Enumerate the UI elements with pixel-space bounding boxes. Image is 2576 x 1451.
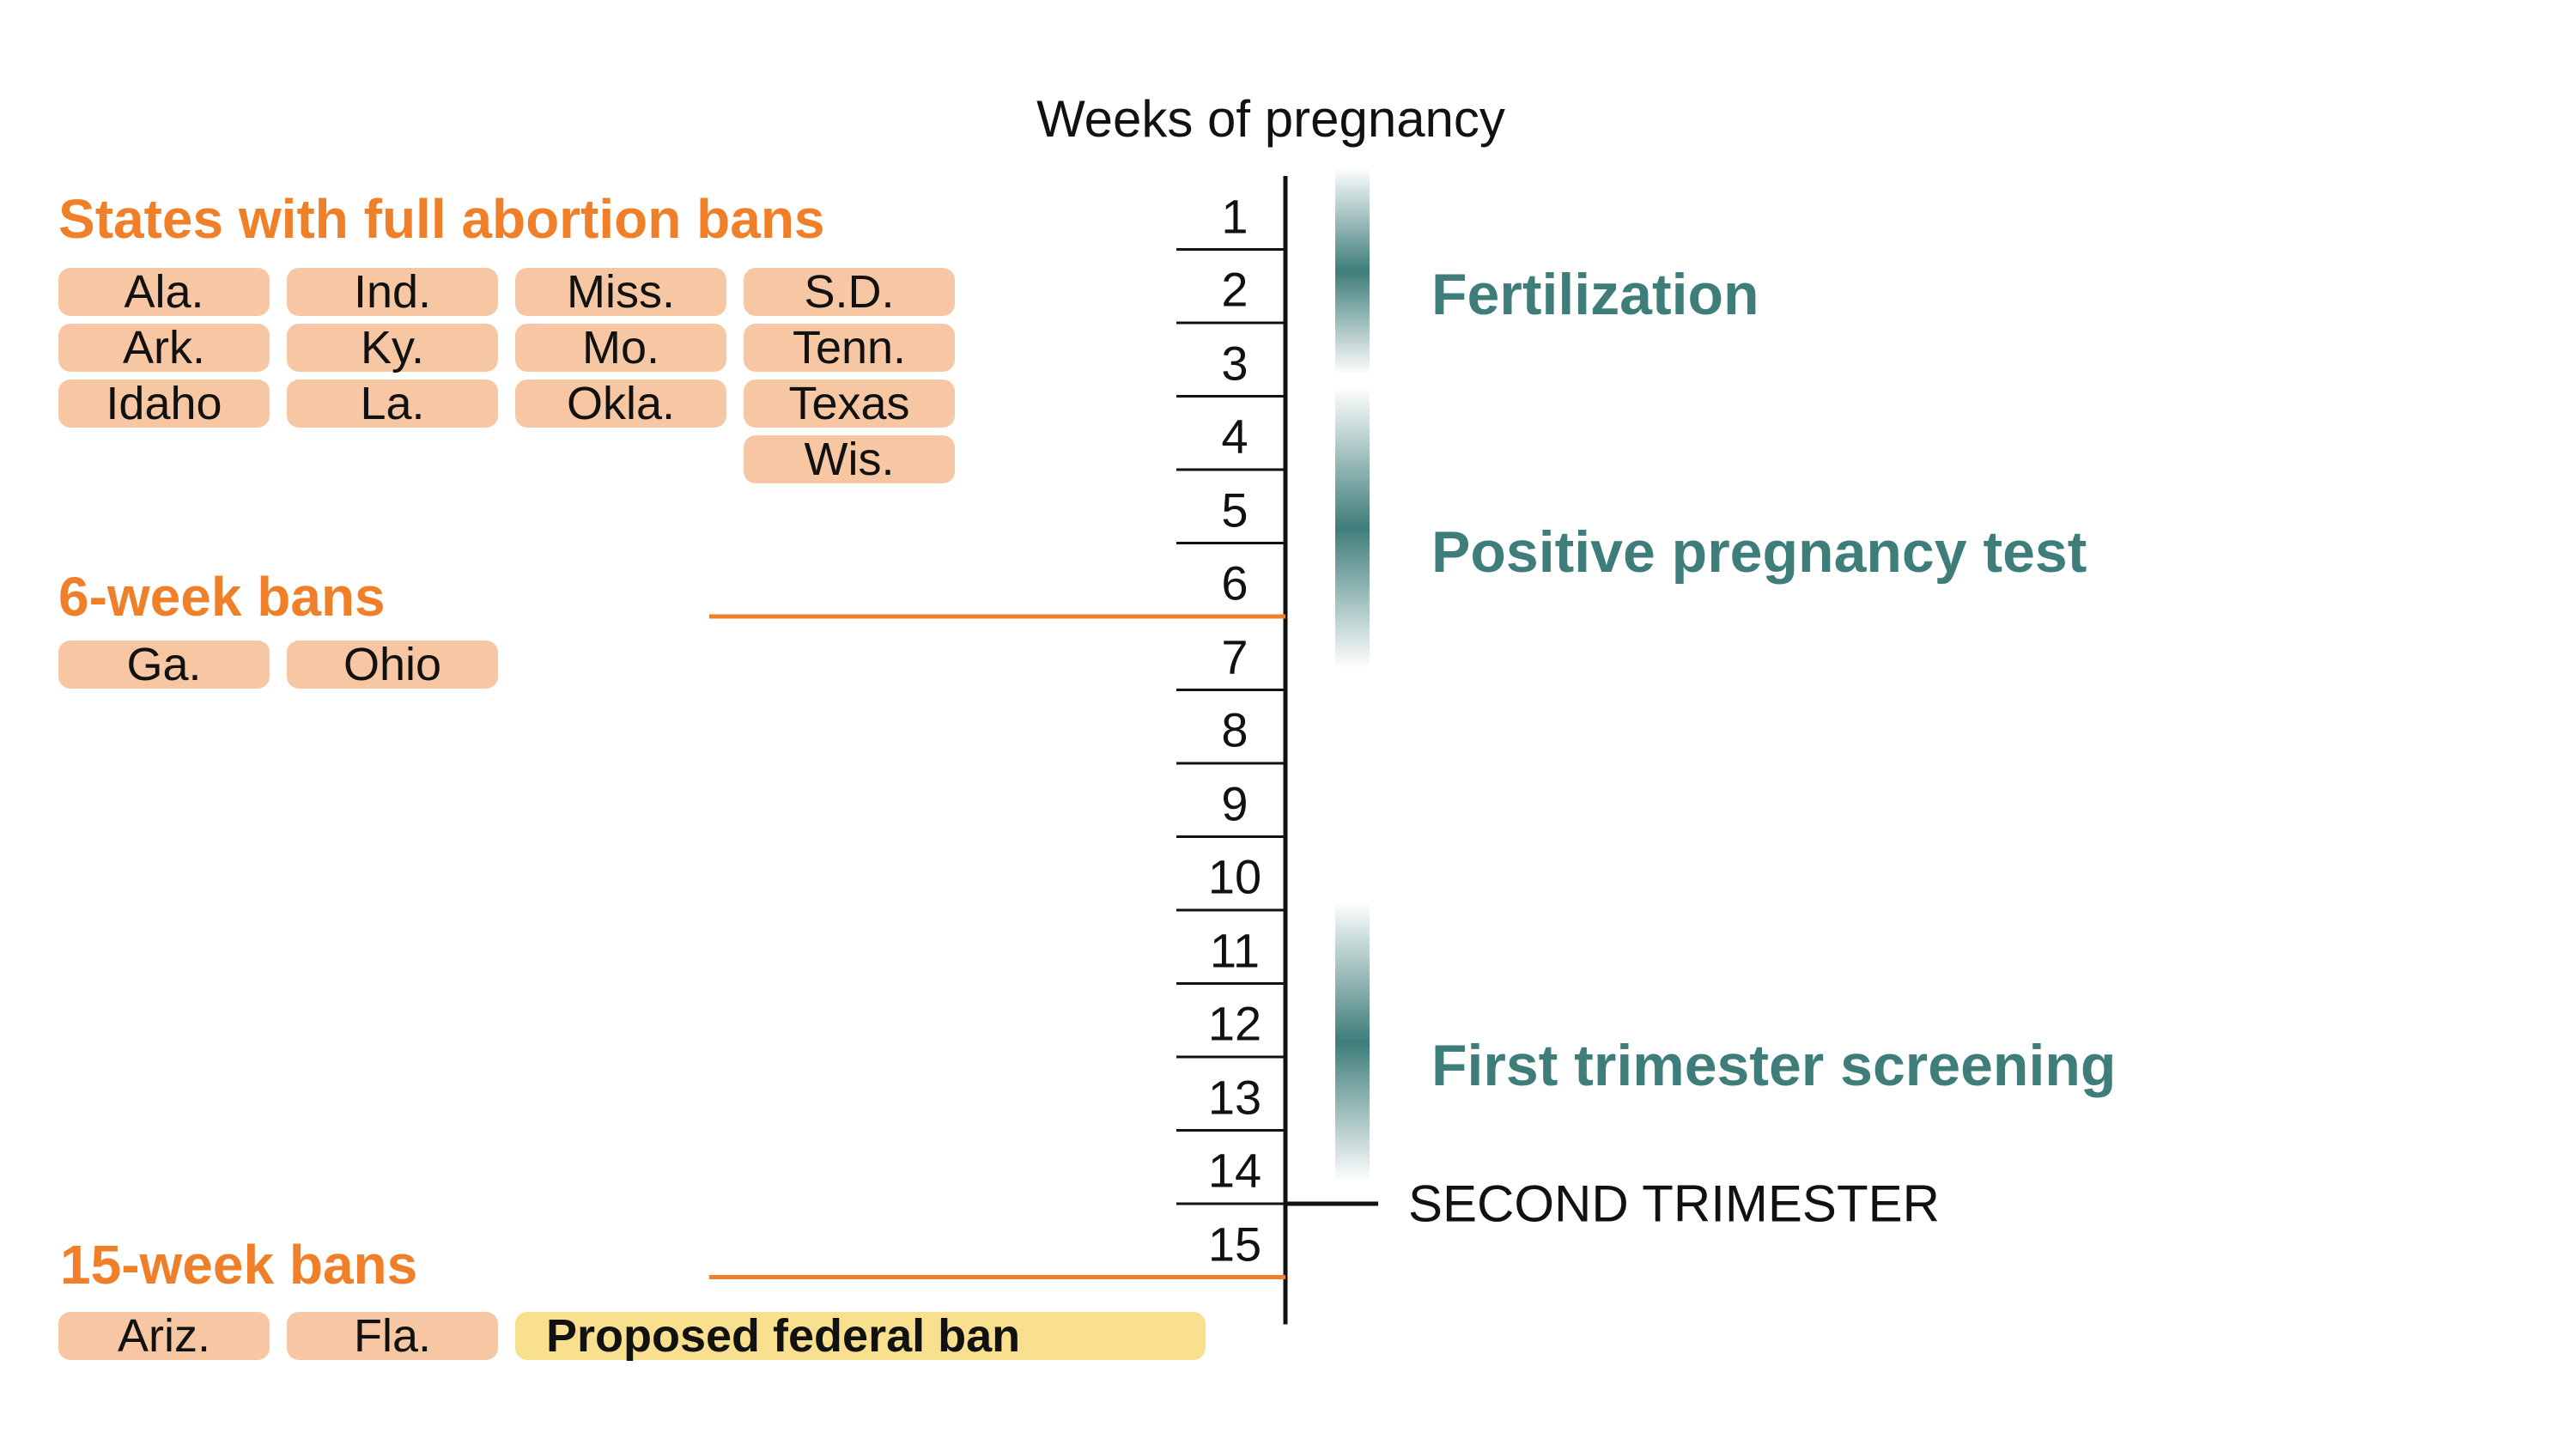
state-pill: Miss.: [515, 266, 726, 318]
week-label: 6: [1221, 556, 1249, 610]
week-label: 14: [1207, 1143, 1262, 1198]
milestone-band: [1335, 387, 1370, 669]
milestone-band: [1335, 167, 1370, 375]
state-pill: Ohio: [287, 639, 498, 690]
milestone-label: First trimester screening: [1431, 1033, 2117, 1098]
week-label: 12: [1207, 996, 1262, 1051]
state-pill: Okla.: [515, 378, 726, 429]
state-pill: Idaho: [58, 378, 270, 429]
week-label: 4: [1221, 409, 1249, 464]
state-pill: Ky.: [287, 322, 498, 373]
milestone-label: Positive pregnancy test: [1431, 519, 2087, 585]
state-pill: S.D.: [744, 266, 955, 318]
week-label: 1: [1221, 189, 1249, 244]
milestone-label: Fertilization: [1431, 262, 1759, 328]
state-pill: La.: [287, 378, 498, 429]
state-pill: Ala.: [58, 266, 270, 318]
state-pill: Wis.: [744, 434, 955, 485]
axis-title: Weeks of pregnancy: [1036, 90, 1505, 148]
week-label: 7: [1221, 629, 1249, 684]
state-pill: Tenn.: [744, 322, 955, 373]
week-label: 9: [1221, 776, 1249, 831]
week-label: 2: [1221, 262, 1249, 317]
state-pill: Ind.: [287, 266, 498, 318]
state-pill: Ariz.: [58, 1310, 270, 1362]
ban-group-heading: 15-week bans: [60, 1234, 418, 1296]
state-pill: Ark.: [58, 322, 270, 373]
ban-group-heading: 6-week bans: [58, 566, 386, 628]
milestone-band: [1335, 902, 1370, 1182]
state-pill: Mo.: [515, 322, 726, 373]
state-pill: Fla.: [287, 1310, 498, 1362]
state-pill: Texas: [744, 378, 955, 429]
federal-ban-pill: Proposed federal ban: [515, 1310, 1206, 1362]
week-label: 10: [1207, 849, 1262, 904]
ban-group-heading: States with full abortion bans: [58, 188, 825, 250]
week-label: 5: [1221, 483, 1249, 537]
week-label: 8: [1221, 702, 1249, 757]
week-label: 15: [1207, 1217, 1262, 1272]
second-trimester-label: SECOND TRIMESTER: [1408, 1175, 1940, 1233]
week-label: 3: [1221, 336, 1249, 391]
week-label: 11: [1209, 923, 1261, 978]
state-pill: Ga.: [58, 639, 270, 690]
week-label: 13: [1207, 1070, 1262, 1125]
